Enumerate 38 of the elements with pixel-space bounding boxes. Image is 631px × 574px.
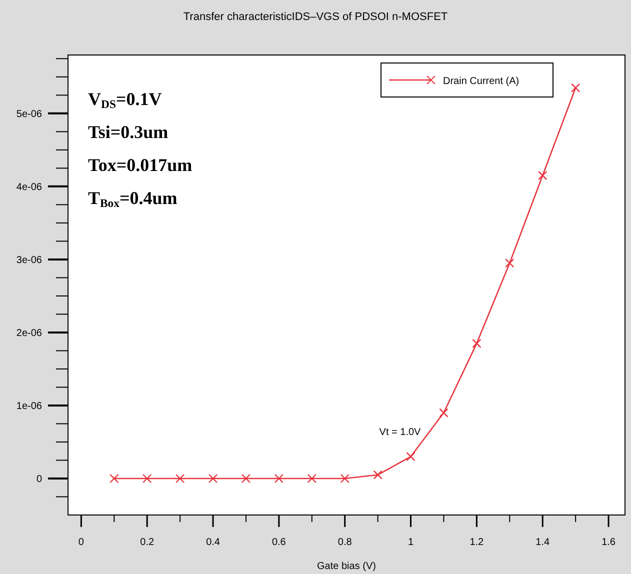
point (307, 474, 316, 484)
annotation: Vt = 1.0V (379, 427, 422, 438)
x-tick-label: 1.6 (602, 537, 616, 548)
point (570, 83, 580, 92)
y-tick-label: 1e-06 (16, 400, 42, 412)
x-tick-label: 1.2 (470, 537, 484, 548)
y-tick-label: 4e-06 (16, 182, 42, 193)
annotation: V$_{DS}$=0.1V (88, 89, 162, 111)
point (340, 474, 350, 484)
point (439, 408, 448, 418)
annotation: Tox=0.017um (88, 155, 192, 175)
point (110, 474, 119, 484)
point (208, 474, 218, 484)
point (505, 258, 514, 268)
point (373, 470, 382, 480)
x-tick-label: 0.6 (272, 537, 286, 548)
legend-label: Drain Current (A) (443, 76, 520, 87)
x-tick-label: 0.8 (338, 537, 352, 548)
point (175, 474, 185, 484)
x-axis-title: Gate bias (V) (317, 561, 376, 572)
y-tick-label: 0 (36, 474, 42, 485)
point (274, 474, 284, 484)
x-tick-label: 1 (408, 537, 414, 548)
point (472, 338, 482, 348)
chart-title: Transfer characteristicIDS–VGS of PDSOI n-MOSFET (183, 11, 448, 23)
point (538, 170, 548, 180)
x-tick-label: 0 (78, 537, 84, 548)
x-tick-label: 0.4 (206, 537, 220, 548)
x-tick-label: 1.4 (536, 537, 550, 548)
annotation: T$_{Box}$=0.4um (88, 188, 178, 210)
y-tick-label: 2e-06 (16, 328, 42, 339)
y-tick-label: 3e-06 (16, 254, 42, 266)
x-tick-label: 0.2 (140, 537, 154, 548)
point (406, 452, 416, 462)
y-tick-label: 5e-06 (16, 108, 42, 120)
point (241, 474, 251, 484)
point (142, 474, 152, 484)
annotation: Tsi=0.3um (88, 122, 168, 142)
